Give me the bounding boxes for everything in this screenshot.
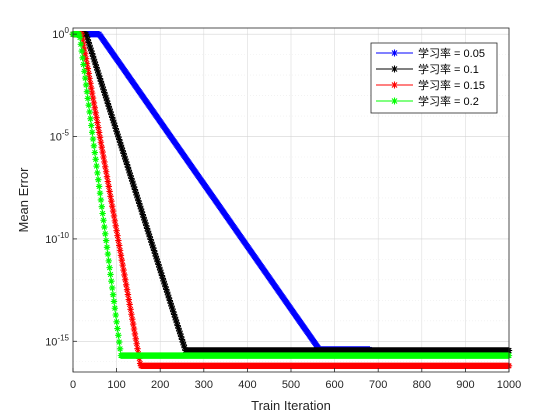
- legend-entry: 学习率 = 0.15: [418, 78, 485, 92]
- legend-swatch-marker: [391, 49, 398, 57]
- x-tick-label: 300: [195, 379, 213, 391]
- x-tick-label: 600: [325, 379, 343, 391]
- x-tick-label: 500: [282, 379, 300, 391]
- series-line: [73, 33, 370, 350]
- x-ticks: 0 100 200 300 400 500 600 700 800 900 1000: [70, 368, 521, 391]
- legend-entry: 学习率 = 0.1: [418, 62, 479, 76]
- legend-swatch-marker: [391, 81, 398, 89]
- y-tick-label: 10-10: [45, 231, 69, 246]
- y-tick-label: 100: [52, 26, 69, 41]
- x-tick-label: 0: [70, 379, 76, 391]
- x-tick-label: 100: [107, 379, 125, 391]
- legend-entry: 学习率 = 0.05: [418, 46, 485, 60]
- y-tick-label: 10-15: [45, 333, 69, 348]
- series-4: [69, 30, 513, 359]
- series-1: [69, 30, 373, 353]
- x-tick-label: 800: [413, 379, 431, 391]
- legend-swatch-marker: [391, 65, 398, 73]
- series-markers: [69, 30, 373, 353]
- x-tick-label: 1000: [497, 379, 521, 391]
- x-tick-label: 400: [238, 379, 256, 391]
- legend: 学习率 = 0.05 学习率 = 0.1 学习率 = 0.15 学习率 = 0.2: [370, 42, 498, 114]
- y-tick-label: 10-5: [50, 129, 70, 144]
- x-tick-label: 900: [456, 379, 474, 391]
- x-tick-label: 200: [151, 379, 169, 391]
- y-ticks: 100 10-5 10-10 10-15: [45, 26, 77, 348]
- x-axis-label: Train Iteration: [251, 398, 331, 413]
- y-axis-label: Mean Error: [16, 167, 31, 233]
- legend-swatch-marker: [391, 97, 398, 105]
- x-tick-label: 700: [369, 379, 387, 391]
- legend-entry: 学习率 = 0.2: [418, 94, 479, 108]
